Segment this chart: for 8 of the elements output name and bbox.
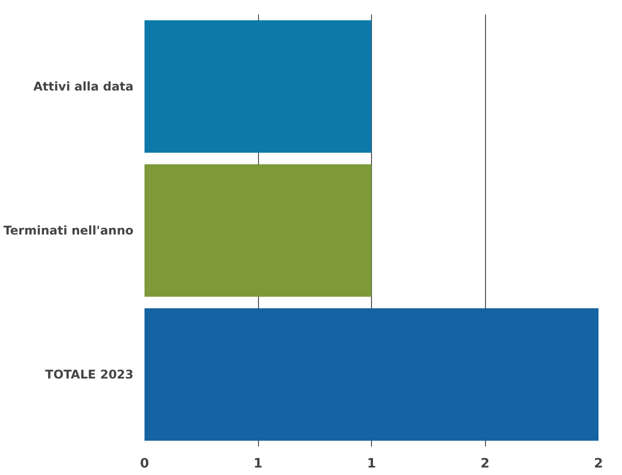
x-tick-label: 2: [480, 456, 490, 472]
x-tick-label: 1: [253, 456, 263, 472]
y-tick-label: TOTALE 2023: [45, 368, 134, 382]
x-tick-label: 1: [366, 456, 376, 472]
y-tick-label: Attivi alla data: [33, 80, 134, 94]
x-tick-label: 0: [140, 456, 150, 472]
y-tick-label: Terminati nell'anno: [4, 224, 134, 238]
x-tick-label: 2: [594, 456, 604, 472]
